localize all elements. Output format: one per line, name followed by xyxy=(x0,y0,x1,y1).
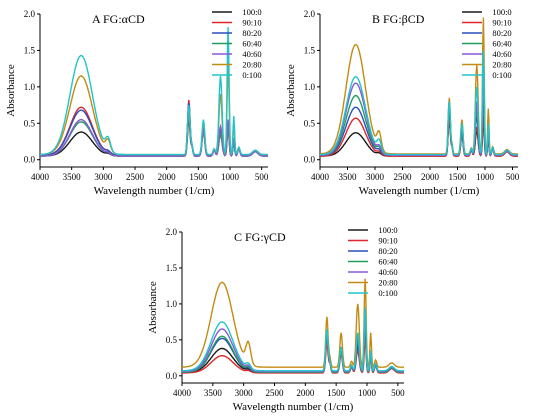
x-tick-label: 4000 xyxy=(311,172,330,182)
x-tick-label: 4000 xyxy=(173,388,192,398)
series-line-0-100 xyxy=(182,307,404,372)
legend-entry: 40:60 xyxy=(492,49,511,59)
x-tick-label: 4000 xyxy=(31,172,50,182)
y-tick-label: 1.5 xyxy=(24,45,36,55)
chart-title: C FG:γCD xyxy=(234,230,286,244)
legend-entry: 90:10 xyxy=(242,18,261,28)
x-tick-label: 3000 xyxy=(366,172,385,182)
legend-entry: 90:10 xyxy=(492,18,511,28)
x-tick-label: 2000 xyxy=(158,172,177,182)
y-tick-label: 1.0 xyxy=(166,299,178,309)
x-tick-label: 1000 xyxy=(358,388,377,398)
y-axis-label: Absorbance xyxy=(5,64,17,117)
x-tick-label: 3000 xyxy=(235,388,254,398)
y-axis-label: Absorbance xyxy=(147,281,159,334)
y-tick-label: 1.0 xyxy=(304,82,316,92)
legend-entry: 100:0 xyxy=(242,7,261,17)
x-tick-label: 2000 xyxy=(421,172,440,182)
legend-entry: 20:80 xyxy=(242,60,261,70)
x-axis-label: Wavelength number (1/cm) xyxy=(94,185,215,197)
legend-entry: 100:0 xyxy=(378,225,397,235)
y-tick-label: 2.0 xyxy=(24,9,36,19)
x-tick-label: 2500 xyxy=(126,172,145,182)
y-tick-label: 0.5 xyxy=(24,118,36,128)
x-tick-label: 1000 xyxy=(221,172,240,182)
legend-entry: 60:40 xyxy=(242,39,261,49)
legend-entry: 60:40 xyxy=(378,257,397,267)
x-tick-label: 1500 xyxy=(189,172,208,182)
x-axis-label: Wavelength number (1/cm) xyxy=(233,401,354,413)
x-tick-label: 2500 xyxy=(266,388,285,398)
y-tick-label: 2.0 xyxy=(166,227,178,237)
legend-entry: 0:100 xyxy=(378,288,397,298)
x-tick-label: 3500 xyxy=(63,172,82,182)
x-tick-label: 3000 xyxy=(94,172,113,182)
x-tick-label: 2500 xyxy=(394,172,413,182)
x-tick-label: 1500 xyxy=(327,388,346,398)
legend-entry: 40:60 xyxy=(378,267,397,277)
legend-entry: 80:20 xyxy=(378,246,397,256)
y-tick-label: 0.5 xyxy=(304,118,316,128)
x-tick-label: 3500 xyxy=(339,172,358,182)
legend-entry: 80:20 xyxy=(492,28,511,38)
series-line-0-100 xyxy=(40,27,268,157)
legend-entry: 20:80 xyxy=(378,278,397,288)
legend-entry: 90:10 xyxy=(378,236,397,246)
x-tick-label: 3500 xyxy=(204,388,223,398)
legend-entry: 0:100 xyxy=(242,70,261,80)
y-tick-label: 0.0 xyxy=(304,155,316,165)
x-tick-label: 1500 xyxy=(449,172,468,182)
chart-title: B FG:βCD xyxy=(372,12,425,26)
legend-entry: 0:100 xyxy=(492,70,511,80)
y-tick-label: 1.0 xyxy=(24,82,36,92)
legend-entry: 20:80 xyxy=(492,60,511,70)
chart-title: A FG:αCD xyxy=(92,12,145,26)
chart-panel-2: 4000 3500 3000 2500 2000 1500 1000 500 0.0 0.5 1.0… xyxy=(285,7,520,197)
x-tick-label: 1000 xyxy=(476,172,495,182)
y-tick-label: 1.5 xyxy=(166,263,178,273)
chart-panel-1: 4000 3500 3000 2500 2000 1500 1000 500 0.0 0.5 1.0… xyxy=(5,7,269,197)
y-tick-label: 0.0 xyxy=(24,155,36,165)
x-axis-label: Wavelength number (1/cm) xyxy=(359,185,480,197)
legend-entry: 80:20 xyxy=(242,28,261,38)
x-tick-label: 500 xyxy=(255,172,269,182)
x-tick-label: 500 xyxy=(391,388,405,398)
x-tick-label: 500 xyxy=(506,172,520,182)
y-tick-label: 1.5 xyxy=(304,45,316,55)
y-tick-label: 0.5 xyxy=(166,335,178,345)
chart-panel-3: 4000 3500 3000 2500 2000 1500 1000 500 0.0 0.5 1.0… xyxy=(147,225,405,413)
x-tick-label: 2000 xyxy=(296,388,315,398)
legend-entry: 60:40 xyxy=(492,39,511,49)
legend-entry: 40:60 xyxy=(242,49,261,59)
series-line-80-20 xyxy=(182,325,404,374)
series-line-0-100 xyxy=(320,50,518,157)
y-tick-label: 0.0 xyxy=(166,371,178,381)
y-tick-label: 2.0 xyxy=(304,9,316,19)
y-axis-label: Absorbance xyxy=(285,64,297,117)
legend-entry: 100:0 xyxy=(492,7,511,17)
